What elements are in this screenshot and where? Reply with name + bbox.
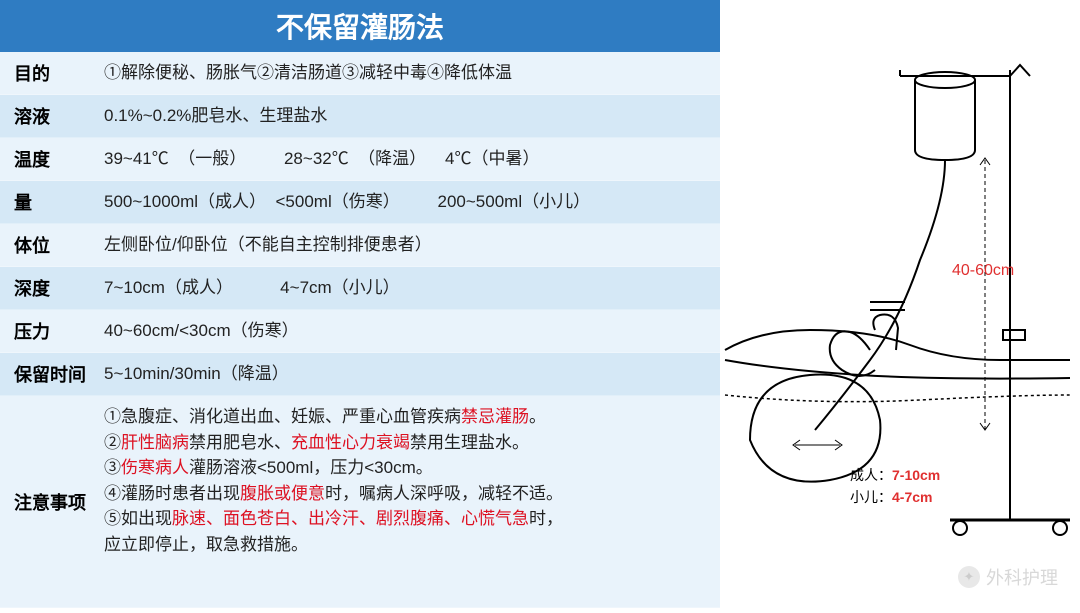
row-content: 左侧卧位/仰卧位（不能自主控制排便患者） (100, 224, 720, 266)
table-row: 压力40~60cm/<30cm（伤寒） (0, 310, 720, 353)
notes-content: ①急腹症、消化道出血、妊娠、严重心血管疾病禁忌灌肠。②肝性脑病禁用肥皂水、充血性… (100, 396, 720, 607)
notes-line: ③伤寒病人灌肠溶液<500ml，压力<30cm。 (104, 455, 563, 481)
table-row: 保留时间5~10min/30min（降温） (0, 353, 720, 396)
table-row: 目的①解除便秘、肠胀气②清洁肠道③减轻中毒④降低体温 (0, 52, 720, 95)
enema-diagram: 40-60cm 成人： 7-10cm 小儿： 4-7cm (720, 0, 1080, 608)
notes-line: ①急腹症、消化道出血、妊娠、严重心血管疾病禁忌灌肠。 (104, 404, 563, 430)
table-row: 温度39~41℃ （一般） 28~32℃ （降温） 4℃（中暑） (0, 138, 720, 181)
row-content: 500~1000ml（成人） <500ml（伤寒） 200~500ml（小儿） (100, 181, 720, 223)
adult-label-prefix: 成人： (850, 467, 892, 483)
notes-line: ⑤如出现脉速、面色苍白、出冷汗、剧烈腹痛、心慌气急时， (104, 506, 563, 532)
notes-line: 应立即停止，取急救措施。 (104, 532, 563, 558)
row-content: 40~60cm/<30cm（伤寒） (100, 310, 720, 352)
row-content: 5~10min/30min（降温） (100, 353, 720, 395)
row-label: 目的 (0, 52, 100, 94)
row-content: ①解除便秘、肠胀气②清洁肠道③减轻中毒④降低体温 (100, 52, 720, 94)
row-label: 温度 (0, 138, 100, 180)
table-row: 深度7~10cm（成人） 4~7cm（小儿） (0, 267, 720, 310)
height-label: 40-60cm (952, 262, 1014, 279)
row-content: 0.1%~0.2%肥皂水、生理盐水 (100, 95, 720, 137)
row-label: 体位 (0, 224, 100, 266)
row-label: 保留时间 (0, 353, 100, 395)
table-row: 体位左侧卧位/仰卧位（不能自主控制排便患者） (0, 224, 720, 267)
table-area: 不保留灌肠法 目的①解除便秘、肠胀气②清洁肠道③减轻中毒④降低体温溶液0.1%~… (0, 0, 720, 608)
notes-label: 注意事项 (0, 396, 100, 607)
diagram-area: 40-60cm 成人： 7-10cm 小儿： 4-7cm ✦ 外科护理 (720, 0, 1080, 608)
notes-line: ②肝性脑病禁用肥皂水、充血性心力衰竭禁用生理盐水。 (104, 430, 563, 456)
notes-line: ④灌肠时患者出现腹胀或便意时，嘱病人深呼吸，减轻不适。 (104, 481, 563, 507)
row-label: 压力 (0, 310, 100, 352)
row-content: 7~10cm（成人） 4~7cm（小儿） (100, 267, 720, 309)
child-label-prefix: 小儿： (850, 489, 892, 505)
page-title: 不保留灌肠法 (0, 0, 720, 52)
notes-row: 注意事项 ①急腹症、消化道出血、妊娠、严重心血管疾病禁忌灌肠。②肝性脑病禁用肥皂… (0, 396, 720, 608)
wechat-icon: ✦ (958, 566, 980, 588)
row-label: 量 (0, 181, 100, 223)
watermark-text: 外科护理 (986, 564, 1058, 590)
watermark: ✦ 外科护理 (958, 564, 1058, 590)
adult-value: 7-10cm (892, 467, 940, 483)
row-label: 溶液 (0, 95, 100, 137)
row-content: 39~41℃ （一般） 28~32℃ （降温） 4℃（中暑） (100, 138, 720, 180)
table-row: 溶液0.1%~0.2%肥皂水、生理盐水 (0, 95, 720, 138)
table-row: 量500~1000ml（成人） <500ml（伤寒） 200~500ml（小儿） (0, 181, 720, 224)
child-value: 4-7cm (892, 489, 932, 505)
row-label: 深度 (0, 267, 100, 309)
